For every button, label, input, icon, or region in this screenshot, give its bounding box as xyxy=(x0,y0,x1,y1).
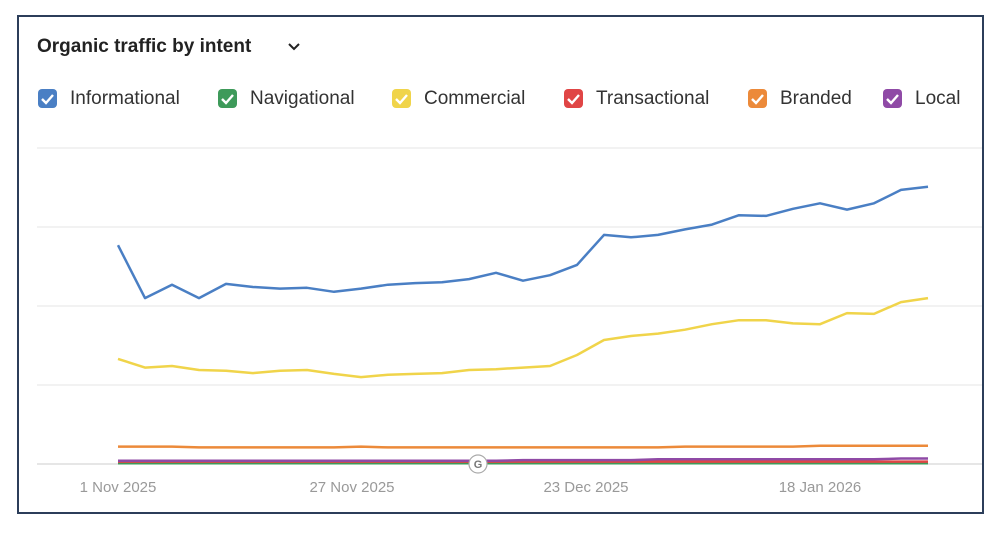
legend-label[interactable]: Local xyxy=(915,88,960,109)
x-tick-label: 18 Jan 2026 xyxy=(779,479,862,496)
series-line xyxy=(117,296,929,379)
legend-label[interactable]: Navigational xyxy=(250,88,355,109)
legend-checkbox[interactable] xyxy=(218,89,237,108)
legend-check[interactable] xyxy=(567,94,580,105)
legend-check[interactable] xyxy=(751,94,764,105)
x-tick-label: 27 Nov 2025 xyxy=(309,479,394,496)
legend-label[interactable]: Branded xyxy=(780,88,852,109)
legend-check[interactable] xyxy=(886,94,899,105)
legend-checkbox[interactable] xyxy=(38,89,57,108)
legend-checkbox[interactable] xyxy=(564,89,583,108)
chart-title[interactable]: Organic traffic by intent xyxy=(37,36,252,57)
legend-checkbox[interactable] xyxy=(392,89,411,108)
x-tick-label: 1 Nov 2025 xyxy=(80,479,157,496)
legend-check[interactable] xyxy=(395,94,408,105)
legend-label[interactable]: Informational xyxy=(70,88,180,109)
legend-checkbox[interactable] xyxy=(883,89,902,108)
legend-check[interactable] xyxy=(221,94,234,105)
legend-check[interactable] xyxy=(41,94,54,105)
series-line xyxy=(116,185,929,300)
x-tick-label: 23 Dec 2025 xyxy=(543,479,628,496)
frame xyxy=(17,15,984,514)
dropdown-chevron[interactable] xyxy=(288,43,300,51)
legend-checkbox[interactable] xyxy=(748,89,767,108)
annotation-marker[interactable] xyxy=(468,454,488,474)
legend-label[interactable]: Commercial xyxy=(424,88,525,109)
legend-label[interactable]: Transactional xyxy=(596,88,709,109)
annotation-label[interactable]: G xyxy=(474,459,483,471)
series-line xyxy=(118,457,928,463)
series-line xyxy=(118,444,928,449)
